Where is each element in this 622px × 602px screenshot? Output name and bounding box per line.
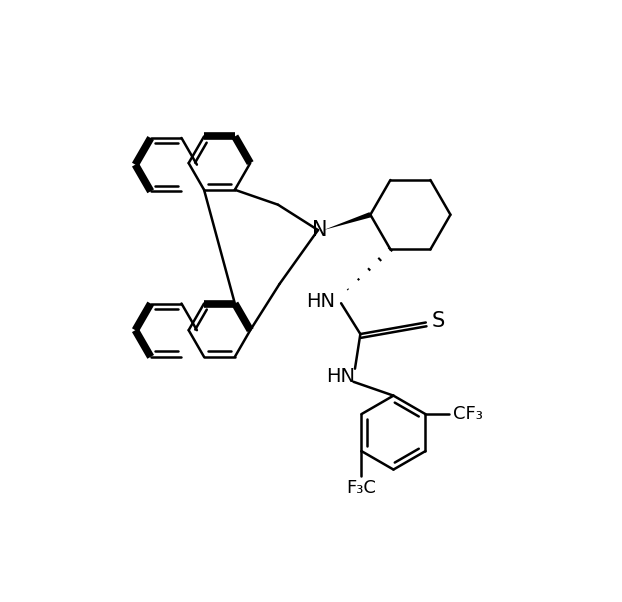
Text: S: S <box>432 311 445 331</box>
Text: HN: HN <box>306 292 335 311</box>
Text: N: N <box>312 220 327 240</box>
Text: F₃C: F₃C <box>346 479 376 497</box>
Text: HN: HN <box>327 367 356 386</box>
Text: CF₃: CF₃ <box>453 405 483 423</box>
Polygon shape <box>323 212 371 230</box>
